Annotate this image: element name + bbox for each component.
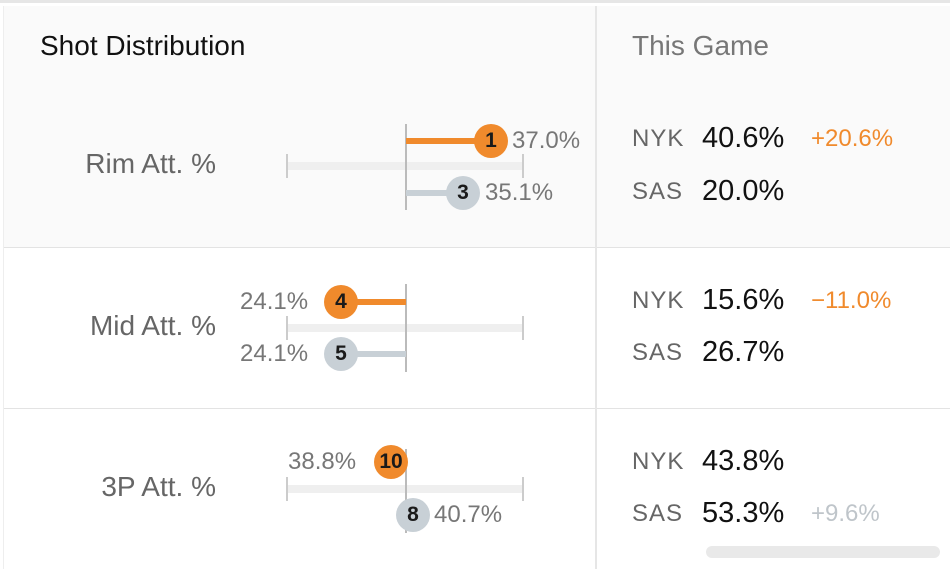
nyk-season-pct: 24.1% (240, 288, 309, 315)
table-row-3p: 3P Att. % 10 38.8% 8 40.7% NYK 43.8% SAS… (4, 409, 950, 569)
metric-label: Mid Att. % (89, 310, 216, 341)
horizontal-scrollbar[interactable] (706, 546, 940, 558)
header-this-game: This Game (632, 30, 769, 61)
sas-game-diff: +9.6% (811, 500, 880, 527)
sas-bar (406, 190, 462, 196)
team-nyk: NYK (632, 287, 685, 314)
nyk-game-value: 43.8% (702, 445, 785, 477)
nyk-game-value: 15.6% (702, 284, 785, 316)
range-max-tick (522, 154, 524, 178)
nyk-rank-badge: 1 (474, 124, 508, 158)
table-row-mid: Mid Att. % 4 24.1% 5 24.1% NYK 15.6% −11… (4, 248, 950, 409)
nyk-season-pct: 38.8% (288, 448, 357, 475)
range-min-tick (286, 154, 288, 178)
sas-season-pct: 35.1% (485, 179, 554, 206)
sas-rank-badge: 3 (446, 176, 480, 210)
metric-label: 3P Att. % (101, 471, 216, 502)
team-nyk: NYK (632, 448, 685, 475)
table-left-border (3, 6, 4, 569)
league-average-line (405, 449, 407, 533)
table-row-rim: Rim Att. % 1 37.0% 3 35.1% NYK 40.6% +20… (4, 88, 950, 248)
range-min-tick (286, 316, 288, 340)
team-sas: SAS (632, 339, 684, 366)
nyk-game-diff: −11.0% (811, 287, 892, 314)
team-sas: SAS (632, 500, 684, 527)
sas-season-pct: 24.1% (240, 340, 309, 367)
league-average-line (405, 284, 407, 372)
nyk-game-value: 40.6% (702, 122, 785, 154)
range-max-tick (522, 477, 524, 501)
sas-season-pct: 40.7% (434, 501, 503, 528)
nyk-rank-badge: 4 (324, 285, 358, 319)
table-header: Shot Distribution This Game (4, 6, 950, 89)
nyk-bar (406, 138, 490, 144)
sas-bar (344, 351, 406, 357)
column-divider (595, 6, 597, 569)
nyk-season-pct: 37.0% (512, 127, 581, 154)
sas-game-value: 53.3% (702, 497, 785, 529)
league-average-line (405, 124, 407, 210)
sas-rank-badge: 5 (324, 337, 358, 371)
team-sas: SAS (632, 178, 684, 205)
team-nyk: NYK (632, 125, 685, 152)
range-min-tick (286, 477, 288, 501)
nyk-game-diff: +20.6% (811, 125, 894, 152)
range-max-tick (522, 316, 524, 340)
nyk-rank-badge: 10 (374, 445, 408, 479)
sas-game-value: 20.0% (702, 175, 785, 207)
sas-rank-badge: 8 (396, 498, 430, 532)
sas-game-value: 26.7% (702, 336, 785, 368)
metric-label: Rim Att. % (85, 148, 216, 179)
nyk-bar (344, 299, 406, 305)
header-title: Shot Distribution (40, 30, 246, 61)
